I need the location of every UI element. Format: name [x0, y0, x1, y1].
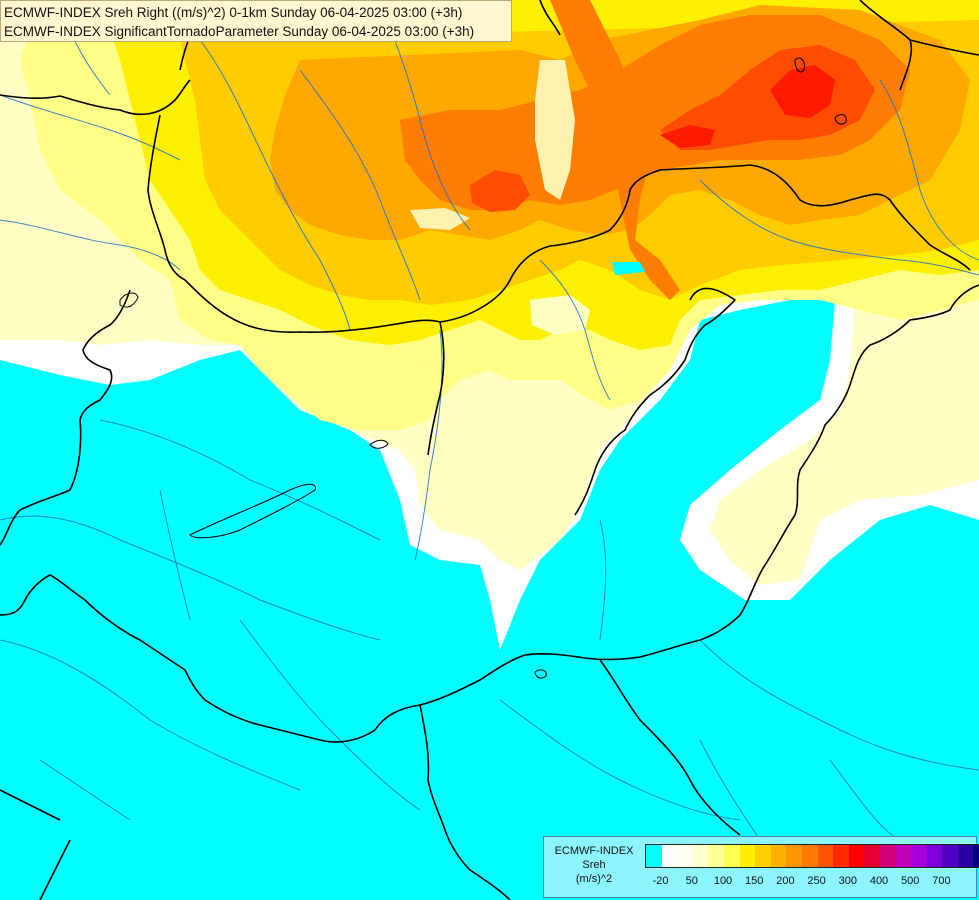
contour-ridge	[550, 0, 680, 300]
map-title-box: ECMWF-INDEX Sreh Right ((m/s)^2) 0-1km S…	[0, 0, 512, 42]
legend-tick-label: 200	[776, 875, 795, 887]
legend-swatch	[895, 845, 912, 867]
legend-title-line-2: Sreh	[582, 859, 606, 871]
legend-tick-label: -20	[652, 875, 669, 887]
lake-outline	[189, 483, 316, 539]
lake-patch	[612, 262, 645, 275]
map-title-line-1: ECMWF-INDEX Sreh Right ((m/s)^2) 0-1km S…	[4, 5, 463, 20]
legend-tick-label: 300	[838, 875, 857, 887]
legend-tick-label: 500	[901, 875, 920, 887]
legend-swatch	[942, 845, 958, 867]
legend-tick-label: 150	[745, 875, 764, 887]
legend-tick-labels: -20 50 100 150 200 250 300 400 500 700	[645, 875, 965, 891]
legend-swatch	[708, 845, 724, 867]
contour-pale-spot	[410, 208, 470, 230]
legend-swatch	[677, 845, 693, 867]
islands	[119, 57, 847, 679]
legend-swatch	[973, 845, 979, 867]
color-legend: ECMWF-INDEX Sreh (m/s)^2 -20 50 100 150 200 2…	[543, 836, 979, 898]
legend-swatch	[786, 845, 802, 867]
contour-ridge-highlight	[535, 60, 575, 200]
contour-red	[770, 65, 835, 118]
legend-swatch	[755, 845, 771, 867]
contour-red-2	[660, 125, 715, 148]
map-title-line-2: ECMWF-INDEX SignificantTornadoParameter …	[4, 24, 475, 39]
legend-title-line-3: (m/s)^2	[575, 873, 613, 885]
legend-swatch	[926, 845, 943, 867]
rivers	[0, 0, 979, 841]
legend-swatch	[801, 845, 818, 867]
legend-swatch	[770, 845, 787, 867]
legend-swatch	[879, 845, 896, 867]
legend-title-line-1: ECMWF-INDEX	[554, 845, 634, 857]
legend-tick-label: 250	[807, 875, 826, 887]
legend-tick-label: 50	[685, 875, 698, 887]
legend-tick-label: 100	[713, 875, 733, 887]
legend-swatch	[646, 845, 662, 867]
contour-pale-spot-2	[530, 295, 590, 335]
legend-tick-label: 400	[869, 875, 889, 887]
legend-swatch	[864, 845, 880, 867]
legend-swatch	[957, 845, 974, 867]
legend-tick-label: 700	[932, 875, 951, 887]
legend-swatch	[739, 845, 756, 867]
legend-swatch	[817, 845, 834, 867]
legend-swatch	[848, 845, 865, 867]
legend-swatch	[911, 845, 927, 867]
contour-red-orange-2	[470, 170, 530, 212]
legend-color-bar	[645, 844, 979, 868]
legend-swatch	[661, 845, 678, 867]
legend-title: ECMWF-INDEX Sreh (m/s)^2	[544, 844, 644, 886]
legend-swatch	[723, 845, 740, 867]
legend-swatch	[692, 845, 709, 867]
legend-swatch	[833, 845, 849, 867]
